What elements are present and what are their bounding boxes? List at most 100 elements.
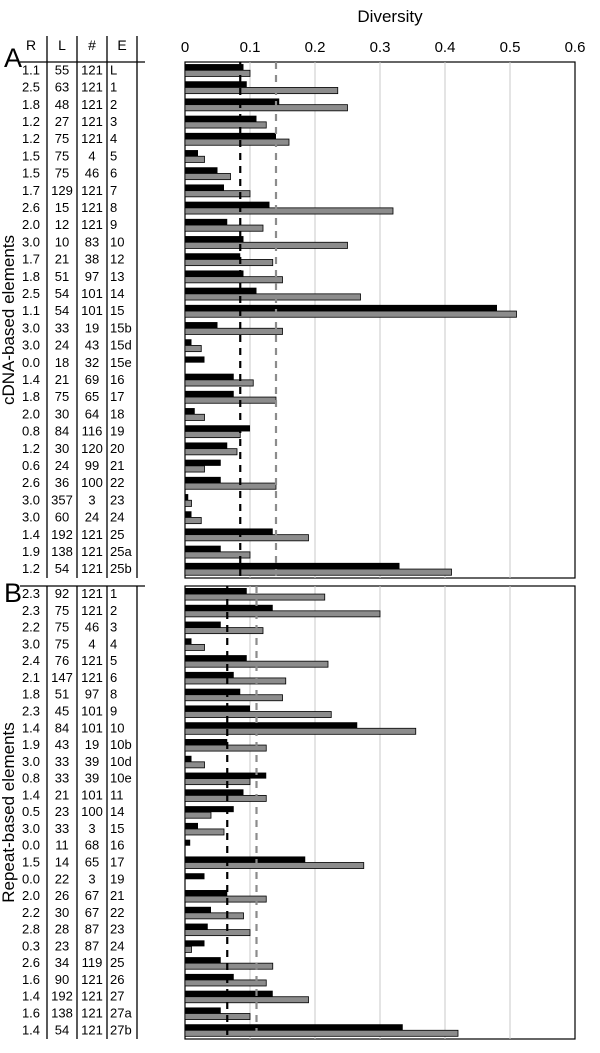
- cell-r: 1.5: [22, 166, 40, 181]
- cell-l: 23: [55, 938, 69, 953]
- cell-n: 67: [85, 905, 99, 920]
- cell-l: 30: [55, 406, 69, 421]
- bar-gray: [184, 962, 274, 970]
- cell-l: 10: [55, 234, 69, 249]
- cell-r: 0.0: [22, 871, 40, 886]
- cell-e: 23: [110, 492, 124, 507]
- bar-black: [185, 494, 189, 501]
- cell-e: 16: [110, 838, 124, 853]
- cell-n: 121: [81, 114, 103, 129]
- cell-n: 101: [81, 286, 103, 301]
- x-tick-label: 0.4: [435, 39, 456, 56]
- cell-e: 14: [110, 804, 124, 819]
- cell-r: 1.4: [22, 1022, 40, 1037]
- cell-l: 54: [55, 286, 69, 301]
- cell-l: 28: [55, 922, 69, 937]
- cell-e: 17: [110, 855, 124, 870]
- bar-black: [185, 772, 267, 779]
- cell-r: 1.2: [22, 114, 40, 129]
- cell-e: 10: [110, 720, 124, 735]
- cell-n: 121: [81, 131, 103, 146]
- cell-e: L: [110, 62, 117, 77]
- cell-r: 3.0: [22, 754, 40, 769]
- bar-gray: [184, 551, 251, 559]
- cell-l: 75: [55, 636, 69, 651]
- bar-chart: 0 0.1 0.2 0.3 0.4 0.5 0.6: [181, 39, 585, 1040]
- cell-r: 1.6: [22, 972, 40, 987]
- bar-black: [185, 604, 273, 611]
- bar-black: [185, 218, 228, 226]
- bar-gray: [184, 1029, 459, 1037]
- cell-n: 121: [81, 586, 103, 601]
- cell-r: 1.4: [22, 527, 40, 542]
- cell-e: 20: [110, 441, 124, 456]
- cell-r: 1.7: [22, 183, 40, 198]
- cell-n: 121: [81, 62, 103, 77]
- cell-n: 3: [88, 821, 95, 836]
- cell-n: 121: [81, 217, 103, 232]
- cell-l: 21: [55, 787, 69, 802]
- cell-l: 11: [55, 838, 69, 853]
- bar-gray: [184, 379, 254, 387]
- cell-r: 1.8: [22, 97, 40, 112]
- cell-l: 54: [55, 1022, 69, 1037]
- x-tick-label: 0: [181, 39, 189, 56]
- cell-n: 121: [81, 200, 103, 215]
- cell-e: 1: [110, 586, 117, 601]
- cell-n: 39: [85, 754, 99, 769]
- cell-n: 121: [81, 989, 103, 1004]
- bar-gray: [184, 979, 267, 987]
- bar-gray: [184, 862, 365, 869]
- bar-black: [185, 990, 273, 997]
- bar-black: [185, 287, 257, 294]
- cell-e: 24: [110, 938, 124, 953]
- cell-l: 357: [51, 492, 73, 507]
- cell-l: 138: [51, 1006, 73, 1021]
- cell-r: 2.3: [22, 704, 40, 719]
- cell-e: 25: [110, 527, 124, 542]
- bar-gray: [184, 534, 309, 542]
- cell-n: 39: [85, 771, 99, 786]
- cell-r: 0.5: [22, 804, 40, 819]
- cell-l: 84: [55, 424, 69, 439]
- bar-gray: [184, 694, 283, 702]
- bar-black: [185, 253, 241, 260]
- cell-n: 121: [81, 653, 103, 668]
- cell-n: 121: [81, 80, 103, 95]
- cell-e: 25b: [110, 561, 132, 576]
- cell-l: 24: [55, 458, 69, 473]
- cell-e: 6: [110, 166, 117, 181]
- column-header-e: E: [117, 37, 126, 53]
- cell-n: 46: [85, 620, 99, 635]
- cell-l: 75: [55, 148, 69, 163]
- cell-n: 4: [88, 636, 95, 651]
- cell-e: 27: [110, 989, 124, 1004]
- cell-l: 60: [55, 510, 69, 525]
- cell-r: 2.3: [22, 586, 40, 601]
- bar-black: [185, 390, 234, 398]
- cell-e: 25: [110, 955, 124, 970]
- bar-gray: [184, 677, 287, 685]
- bar-black: [185, 81, 247, 88]
- cell-e: 15: [110, 303, 124, 318]
- cell-e: 12: [110, 252, 124, 267]
- x-tick-label: 0.2: [305, 39, 326, 56]
- cell-n: 68: [85, 838, 99, 853]
- cell-l: 75: [55, 389, 69, 404]
- bar-black: [185, 184, 224, 191]
- bar-black: [185, 322, 218, 329]
- bar-gray: [184, 744, 267, 752]
- cell-e: 23: [110, 922, 124, 937]
- panel-letter: B: [4, 578, 22, 608]
- bar-black: [185, 655, 247, 662]
- cell-l: 138: [51, 544, 73, 559]
- bar-gray: [184, 593, 326, 601]
- bar-black: [185, 638, 192, 645]
- cell-e: 7: [110, 183, 117, 198]
- cell-l: 43: [55, 737, 69, 752]
- cell-n: 32: [85, 355, 99, 370]
- cell-l: 51: [55, 687, 69, 702]
- bar-gray: [184, 207, 394, 215]
- bar-gray: [184, 828, 225, 836]
- bar-gray: [184, 643, 205, 651]
